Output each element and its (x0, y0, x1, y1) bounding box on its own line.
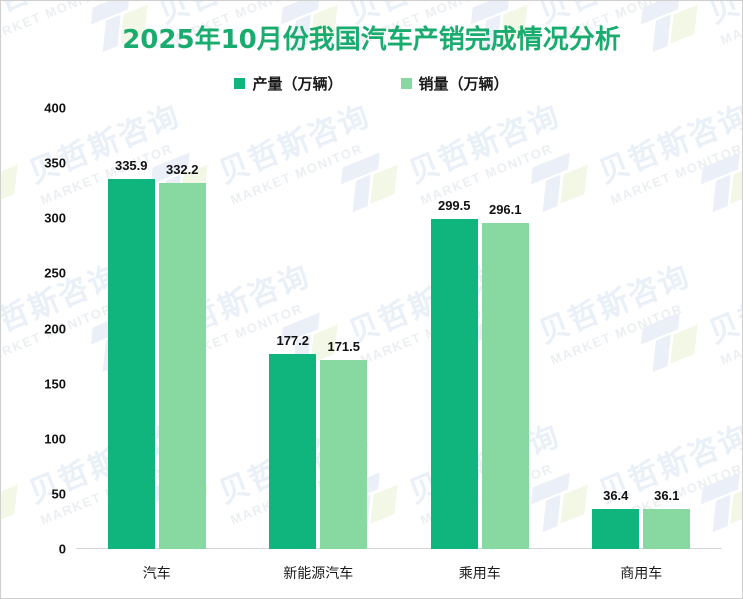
x-axis-label: 汽车 (142, 566, 171, 582)
y-axis-tick: 150 (44, 376, 66, 392)
bar-value-label: 171.5 (327, 338, 361, 354)
chart-legend: 产量（万辆） 销量（万辆） (1, 73, 742, 94)
bar-group: 177.2 171.5 新能源汽车 (269, 108, 368, 582)
y-axis-tick: 50 (51, 486, 66, 502)
chart-title: 2025年10月份我国汽车产销完成情况分析 (122, 25, 621, 55)
bar-sales[interactable]: 296.1 (481, 202, 529, 549)
y-axis-tick: 350 (44, 155, 66, 171)
legend-label-production: 产量（万辆） (252, 75, 343, 93)
x-axis-label: 商用车 (620, 566, 663, 582)
bar-sales[interactable]: 171.5 (320, 339, 368, 549)
bar-production[interactable]: 177.2 (269, 333, 317, 549)
plot-area: 400 350 300 250 200 150 100 50 0 335.9 332.2 汽车 177… (44, 101, 722, 582)
bar-value-label: 177.2 (276, 332, 310, 348)
bar-production[interactable]: 335.9 (107, 158, 155, 549)
bar-group: 299.5 296.1 乘用车 (430, 108, 529, 582)
bar-production[interactable]: 299.5 (430, 198, 478, 549)
bar-value-label: 299.5 (437, 197, 471, 213)
legend-swatch-production (234, 78, 246, 89)
bar-value-label: 332.2 (165, 161, 199, 177)
legend-item-sales[interactable]: 销量（万辆） (400, 73, 509, 94)
bar-value-label: 335.9 (114, 157, 148, 173)
bar-production[interactable]: 36.4 (592, 488, 640, 549)
bar-group: 36.4 36.1 商用车 (592, 108, 691, 582)
x-axis-label: 新能源汽车 (283, 566, 354, 582)
y-axis-tick: 200 (44, 321, 66, 336)
bar-value-label: 296.1 (488, 201, 522, 217)
bar-group: 335.9 332.2 汽车 (107, 108, 206, 582)
bar-sales[interactable]: 332.2 (158, 162, 206, 549)
x-axis-line (76, 548, 722, 549)
bar-value-label: 36.4 (603, 487, 629, 503)
y-axis-tick: 0 (58, 541, 66, 557)
bar-value-label: 36.1 (654, 488, 680, 504)
bar-sales[interactable]: 36.1 (643, 488, 691, 549)
y-axis-tick: 300 (44, 210, 66, 226)
y-axis-tick: 100 (44, 431, 66, 447)
x-axis-label: 乘用车 (458, 566, 501, 582)
legend-swatch-sales (400, 78, 412, 89)
legend-item-production[interactable]: 产量（万辆） (234, 73, 343, 94)
y-axis-tick: 400 (44, 100, 66, 116)
y-axis-tick: 250 (44, 265, 66, 281)
legend-label-sales: 销量（万辆） (418, 75, 509, 93)
